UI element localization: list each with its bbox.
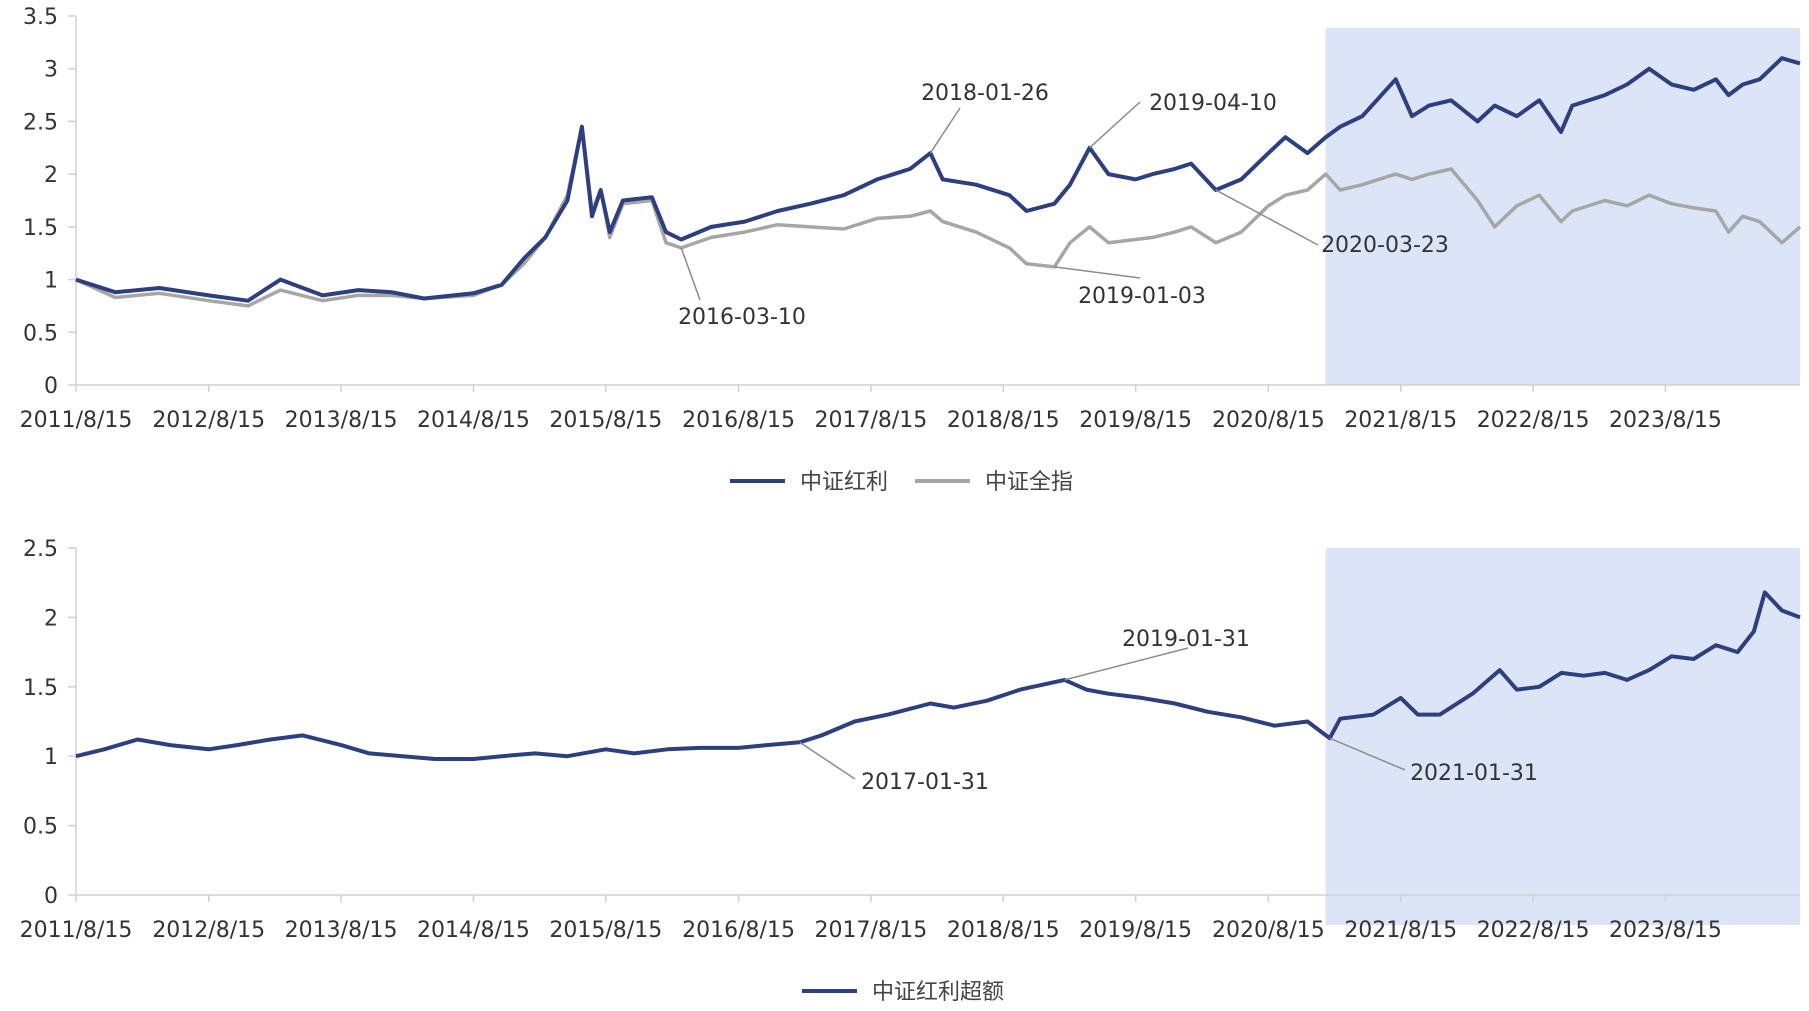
x-tick-label: 2011/8/15 xyxy=(20,408,133,433)
x-tick-label: 2015/8/15 xyxy=(549,918,662,943)
y-tick-label: 1.5 xyxy=(23,676,58,701)
legend-label-csi-dividend: 中证红利 xyxy=(800,470,888,495)
annotation-leader-line xyxy=(680,247,701,301)
annotation-label: 2016-03-10 xyxy=(678,305,806,330)
y-tick-label: 2 xyxy=(44,606,58,631)
bottom-legend: 中证红利超额 xyxy=(802,980,1004,1005)
x-tick-label: 2013/8/15 xyxy=(285,408,398,433)
x-tick-label: 2011/8/15 xyxy=(20,918,133,943)
x-tick-label: 2023/8/15 xyxy=(1609,408,1722,433)
annotation-label: 2017-01-31 xyxy=(861,770,989,795)
x-tick-label: 2017/8/15 xyxy=(815,408,928,433)
annotation-leader-line xyxy=(1064,647,1189,681)
x-tick-label: 2015/8/15 xyxy=(549,408,662,433)
x-tick-label: 2022/8/15 xyxy=(1477,918,1590,943)
top-y-ticks: 0 0.5 1 1.5 2 2.5 3 3.5 xyxy=(23,5,76,399)
series-line-csi-dividend-excess xyxy=(75,590,1801,761)
y-tick-label: 1 xyxy=(44,745,58,770)
x-tick-label: 2019/8/15 xyxy=(1079,408,1192,433)
y-tick-label: 2.5 xyxy=(23,537,58,562)
x-tick-label: 2023/8/15 xyxy=(1609,918,1722,943)
bottom-x-ticks: 2011/8/15 2012/8/15 2013/8/15 2014/8/15 2015… xyxy=(20,895,1722,943)
y-tick-label: 0.5 xyxy=(23,321,58,346)
x-tick-label: 2016/8/15 xyxy=(682,918,795,943)
annotation-label: 2021-01-31 xyxy=(1410,761,1538,786)
y-tick-label: 3.5 xyxy=(23,5,58,30)
x-tick-label: 2020/8/15 xyxy=(1212,408,1325,433)
x-tick-label: 2018/8/15 xyxy=(947,918,1060,943)
annotation-label: 2019-01-31 xyxy=(1122,627,1250,652)
x-tick-label: 2021/8/15 xyxy=(1344,918,1457,943)
annotation-label: 2018-01-26 xyxy=(921,81,1049,106)
x-tick-label: 2012/8/15 xyxy=(152,408,265,433)
annotation-leader-line xyxy=(1215,189,1319,246)
x-tick-label: 2013/8/15 xyxy=(285,918,398,943)
x-tick-label: 2020/8/15 xyxy=(1212,918,1325,943)
top-x-ticks: 2011/8/15 2012/8/15 2013/8/15 2014/8/15 2015… xyxy=(20,385,1722,433)
x-tick-label: 2018/8/15 xyxy=(947,408,1060,433)
annotation-label: 2019-04-10 xyxy=(1149,91,1277,116)
x-tick-label: 2022/8/15 xyxy=(1477,408,1590,433)
x-tick-label: 2014/8/15 xyxy=(417,408,530,433)
series-line-csi-all xyxy=(75,124,1802,308)
x-tick-label: 2021/8/15 xyxy=(1344,408,1457,433)
top-annotations: 2016-03-10 2018-01-26 2019-01-03 2019-04-10… xyxy=(678,81,1449,330)
x-tick-label: 2017/8/15 xyxy=(815,918,928,943)
y-tick-label: 0 xyxy=(44,374,58,399)
annotation-leader-line xyxy=(929,107,961,154)
x-tick-label: 2012/8/15 xyxy=(152,918,265,943)
annotation-leader-line xyxy=(1329,737,1406,771)
series-line-csi-dividend xyxy=(75,56,1801,303)
top-legend: 中证红利 中证全指 xyxy=(730,470,1073,495)
legend-label-csi-all: 中证全指 xyxy=(985,470,1073,495)
bottom-annotations: 2017-01-31 2019-01-31 2021-01-31 xyxy=(799,627,1538,795)
annotation-label: 2020-03-23 xyxy=(1321,233,1449,258)
y-tick-label: 2.5 xyxy=(23,110,58,135)
annotation-leader-line xyxy=(799,741,856,780)
y-tick-label: 1 xyxy=(44,269,58,294)
y-tick-label: 2 xyxy=(44,163,58,188)
y-tick-label: 1.5 xyxy=(23,216,58,241)
x-tick-label: 2016/8/15 xyxy=(682,408,795,433)
bottom-y-ticks: 0 0.5 1 1.5 2 2.5 xyxy=(23,537,76,909)
legend-label-csi-dividend-excess: 中证红利超额 xyxy=(872,980,1004,1005)
annotation-label: 2019-01-03 xyxy=(1078,284,1206,309)
bottom-highlight-region xyxy=(1325,548,1800,925)
annotation-leader-line xyxy=(1054,266,1141,279)
annotation-leader-line xyxy=(1089,101,1141,149)
x-tick-label: 2014/8/15 xyxy=(417,918,530,943)
y-tick-label: 3 xyxy=(44,58,58,83)
y-tick-label: 0.5 xyxy=(23,815,58,840)
y-tick-label: 0 xyxy=(44,884,58,909)
bottom-chart: 0 0.5 1 1.5 2 2.5 2011/8/15 2012/8/15 2013/8/15… xyxy=(20,537,1801,1005)
top-chart: 0 0.5 1 1.5 2 2.5 3 3.5 2011/8/15 2012/8/15 2013/… xyxy=(20,5,1802,495)
x-tick-label: 2019/8/15 xyxy=(1079,918,1192,943)
